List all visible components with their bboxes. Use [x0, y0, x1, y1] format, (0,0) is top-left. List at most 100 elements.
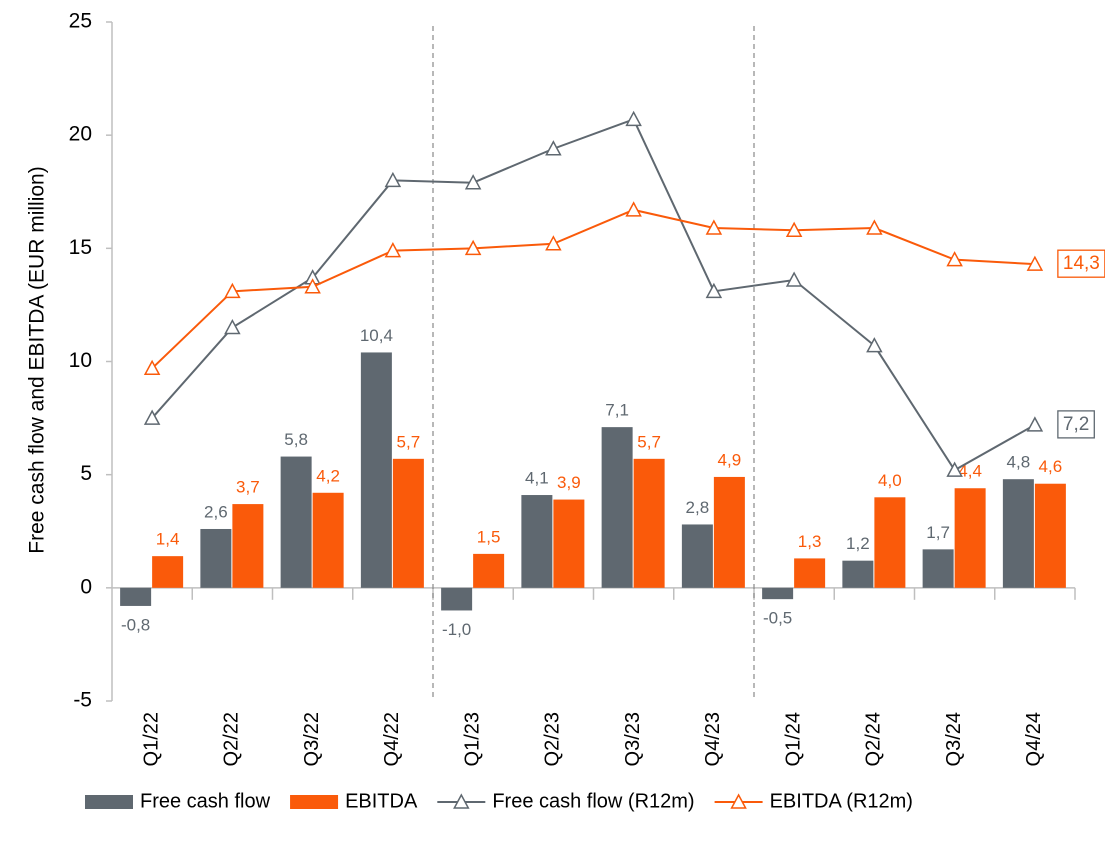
- x-tick-label: Q3/22: [301, 712, 323, 766]
- line: [151, 208, 1035, 370]
- legend-label: EBITDA (R12m): [770, 790, 913, 812]
- data-label: 10,4: [360, 326, 393, 345]
- data-label: 1,2: [846, 534, 870, 553]
- data-label: 4,1: [525, 469, 549, 488]
- data-label: 1,4: [156, 530, 180, 549]
- marker: [946, 461, 963, 477]
- marker: [866, 219, 883, 235]
- bar: [441, 587, 473, 611]
- legend-swatch: [290, 795, 339, 809]
- x-tick-label: Q1/24: [782, 712, 804, 766]
- line: [151, 118, 1036, 472]
- x-tick-label: Q4/23: [702, 712, 724, 766]
- data-label: -0,8: [121, 615, 150, 634]
- marker: [224, 282, 241, 299]
- x-tick-label: Q2/24: [863, 712, 885, 766]
- bar: [1002, 479, 1034, 588]
- x-tick-label: Q2/23: [542, 712, 564, 766]
- legend-swatch: [85, 795, 133, 809]
- bar: [152, 556, 184, 588]
- bar: [120, 587, 152, 606]
- legend-label: EBITDA: [345, 790, 418, 812]
- marker: [785, 271, 803, 287]
- x-tick-label: Q3/23: [622, 712, 644, 766]
- bar: [794, 558, 826, 588]
- bar: [601, 427, 633, 588]
- y-tick-label: 20: [69, 123, 92, 146]
- y-tick-label: -5: [73, 689, 92, 712]
- bar: [633, 458, 665, 588]
- x-tick-label: Q4/22: [381, 712, 403, 766]
- bar: [521, 495, 553, 588]
- marker: [946, 251, 963, 267]
- bar: [842, 560, 874, 588]
- bar: [553, 499, 585, 588]
- data-label: 4,4: [958, 462, 982, 481]
- marker: [785, 221, 803, 237]
- marker: [384, 171, 402, 188]
- x-tick-label: Q2/22: [221, 712, 243, 766]
- marker: [625, 201, 642, 217]
- bar: [232, 504, 264, 588]
- marker: [224, 318, 241, 335]
- data-label: 4,0: [878, 471, 902, 490]
- marker: [143, 409, 161, 425]
- marker: [384, 242, 402, 258]
- marker: [1026, 416, 1044, 432]
- y-tick-label: 0: [80, 575, 92, 598]
- y-tick-label: 5: [80, 462, 92, 485]
- end-label: 7,2: [1063, 414, 1089, 435]
- marker: [1026, 255, 1044, 271]
- data-label: 4,6: [1039, 457, 1063, 476]
- bar: [473, 553, 505, 588]
- bar: [922, 549, 954, 588]
- data-label: 2,6: [204, 502, 228, 521]
- y-tick-label: 15: [69, 236, 92, 259]
- end-label-box: [1057, 249, 1105, 278]
- x-tick-label: Q1/23: [461, 712, 483, 766]
- marker: [705, 282, 723, 299]
- marker: [143, 359, 161, 376]
- end-label: 14,3: [1063, 253, 1100, 274]
- legend-label: Free cash flow: [140, 790, 271, 812]
- data-label: 5,7: [637, 432, 661, 451]
- data-label: 1,7: [926, 523, 950, 542]
- legend-label: Free cash flow (R12m): [492, 790, 694, 812]
- x-tick-label: Q1/22: [140, 712, 162, 766]
- legend-marker: [453, 793, 470, 809]
- data-label: 5,7: [397, 432, 421, 451]
- marker: [304, 278, 321, 294]
- bar: [312, 492, 344, 588]
- bar: [360, 352, 392, 588]
- bar: [713, 476, 745, 588]
- y-axis-title: Free cash flow and EBITDA (EUR million): [26, 166, 49, 553]
- data-label: 1,3: [798, 532, 822, 551]
- bar: [954, 488, 986, 588]
- marker: [464, 174, 482, 190]
- marker: [625, 110, 642, 127]
- bar: [681, 524, 713, 588]
- data-label: 4,9: [718, 450, 742, 469]
- data-label: 5,8: [284, 430, 308, 449]
- data-label: 2,8: [686, 498, 710, 517]
- x-tick-label: Q3/24: [943, 712, 965, 766]
- data-label: 1,5: [477, 527, 501, 546]
- bar: [200, 528, 232, 588]
- data-label: 3,9: [557, 473, 581, 492]
- bar: [874, 497, 906, 588]
- bar: [762, 587, 794, 600]
- y-tick-label: 25: [69, 10, 92, 33]
- marker: [705, 219, 723, 235]
- marker: [464, 239, 482, 256]
- marker: [866, 337, 883, 353]
- data-label: 3,7: [236, 478, 260, 497]
- data-label: 7,1: [605, 401, 629, 420]
- bar: [280, 456, 312, 588]
- y-tick-label: 10: [69, 349, 92, 372]
- data-label: -1,0: [442, 620, 471, 639]
- bar: [392, 458, 424, 588]
- marker: [545, 140, 562, 156]
- bar: [1034, 483, 1066, 588]
- x-tick-label: Q4/24: [1023, 712, 1045, 766]
